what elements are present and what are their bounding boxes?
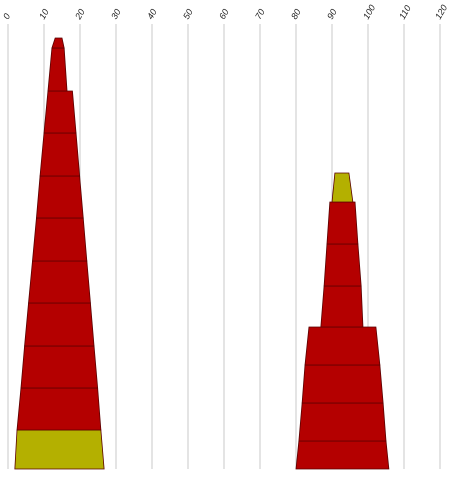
segment bbox=[331, 172, 354, 203]
segment bbox=[20, 345, 99, 389]
segment bbox=[32, 217, 88, 262]
x-tick-label: 120 bbox=[433, 3, 449, 21]
x-tick-label: 40 bbox=[145, 7, 159, 21]
segment bbox=[39, 132, 81, 177]
segment bbox=[47, 47, 68, 92]
segment bbox=[295, 440, 390, 470]
segment bbox=[323, 243, 362, 287]
segment bbox=[24, 302, 95, 347]
x-tick-label: 20 bbox=[73, 7, 87, 22]
x-tick-label: 80 bbox=[289, 7, 303, 21]
x-tick-label: 50 bbox=[181, 7, 195, 21]
x-tick-label: 10 bbox=[37, 7, 51, 21]
segment bbox=[326, 201, 359, 245]
x-tick-label: 100 bbox=[361, 3, 377, 21]
x-tick-label: 110 bbox=[397, 4, 413, 21]
x-tick-label: 90 bbox=[325, 7, 339, 21]
segment bbox=[16, 387, 102, 431]
x-tick-label: 70 bbox=[253, 7, 267, 21]
segment bbox=[320, 285, 364, 328]
segment bbox=[14, 429, 105, 470]
x-tick-label: 30 bbox=[109, 7, 123, 21]
segment bbox=[28, 260, 91, 304]
segment bbox=[304, 326, 381, 366]
x-tick-label: 60 bbox=[217, 7, 231, 21]
x-tick-label: 0 bbox=[1, 12, 12, 21]
segment bbox=[301, 364, 384, 404]
segment bbox=[298, 402, 387, 442]
segment bbox=[36, 175, 84, 219]
segment bbox=[43, 90, 77, 134]
segment bbox=[51, 37, 65, 49]
